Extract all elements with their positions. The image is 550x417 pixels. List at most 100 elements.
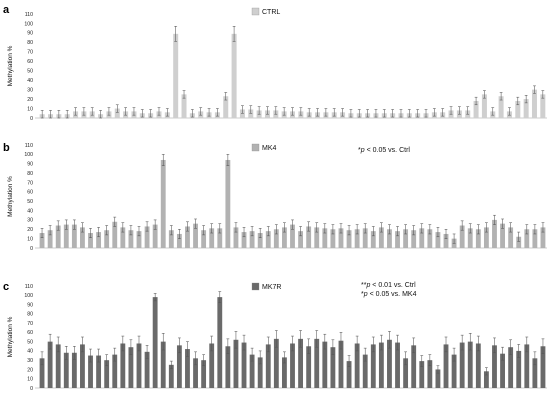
bar [273,229,279,248]
y-tick-label: 90 [27,31,33,37]
bar [176,233,182,248]
bar [80,227,85,248]
bar [481,94,487,118]
panel-label: b [3,142,10,154]
bar [492,345,497,388]
bar [500,353,505,388]
bar [540,94,546,118]
bar [515,100,521,118]
bar [88,355,93,388]
y-tick-label: 50 [27,69,33,75]
bar [467,228,473,248]
bar [71,352,77,388]
y-tick-label: 70 [27,50,33,56]
bar [362,354,368,388]
bar [112,354,118,388]
y-tick-label: 100 [24,21,33,27]
panel-a: a Methylation % 0 10 20 30 40 50 60 70 80 90 100 110 C… [3,4,547,122]
bar [114,108,120,118]
y-tick-label: 80 [27,40,33,46]
y-tick-label: 40 [27,349,33,355]
bar [314,227,320,248]
bar [467,341,473,388]
bar [387,339,392,388]
bar [508,227,514,248]
y-tick-label: 60 [27,59,33,65]
y-tick-label: 0 [30,116,33,122]
bar [173,33,179,118]
legend-swatch [251,7,260,16]
y-tick-label: 90 [27,162,33,168]
y-tick-label: 100 [24,152,33,158]
y-axis-label: Methylation % [7,316,14,357]
y-tick-label: 90 [27,302,33,308]
bar [225,159,231,248]
bar [63,224,69,248]
legend-swatch [251,282,260,291]
panel-label: a [3,4,10,16]
bar [370,344,376,388]
bar [378,227,384,248]
bar [55,225,61,248]
y-tick-label: 10 [27,236,33,242]
bar [152,224,158,248]
bar [475,343,481,388]
y-tick-label: 80 [27,171,33,177]
bar [209,343,215,388]
y-tick-label: 40 [27,208,33,214]
bar [185,226,190,248]
y-tick-label: 70 [27,321,33,327]
bar [55,344,61,388]
bar [395,231,400,248]
bar [500,223,505,248]
bar [217,297,223,388]
bar [201,360,207,388]
y-axis-label: Methylation % [7,176,14,217]
y-tick-label: 50 [27,339,33,345]
bar [120,343,126,388]
y-tick-label: 80 [27,312,33,318]
y-tick-label: 20 [27,367,33,373]
bar [209,228,215,248]
bar [233,227,239,248]
legend-label: MK7R [262,284,281,291]
bar [136,231,142,248]
y-tick-label: 30 [27,358,33,364]
bar [330,347,336,388]
bar [338,340,344,388]
panel-b: b Methylation % 0 10 20 30 40 50 60 70 80 90 100 110 M… [3,142,547,252]
bar [346,230,352,248]
legend-label: MK4 [262,145,277,152]
bar [39,358,45,388]
bar [531,89,537,118]
bar [419,228,425,248]
bar [185,349,190,388]
bar [217,228,223,248]
bar [435,232,441,248]
y-tick-label: 110 [25,284,33,290]
bar [193,223,198,248]
y-tick-label: 40 [27,78,33,84]
panel-label: c [3,281,9,293]
bar [532,229,538,248]
bar [168,364,174,388]
bar [281,357,287,388]
bar [241,232,247,248]
bar [435,369,441,388]
bar [378,342,384,388]
bar [96,355,102,388]
bar [71,224,77,248]
bar [451,354,457,388]
legend-label: CTRL [262,9,280,16]
bar [298,231,304,248]
bar [354,343,360,388]
bar [524,344,530,388]
bar [80,344,85,388]
bar [176,345,182,388]
y-tick-label: 100 [24,293,33,299]
bar [248,109,254,118]
bar [403,229,409,248]
bar [314,338,320,388]
bar [540,227,546,248]
bar [193,358,198,388]
